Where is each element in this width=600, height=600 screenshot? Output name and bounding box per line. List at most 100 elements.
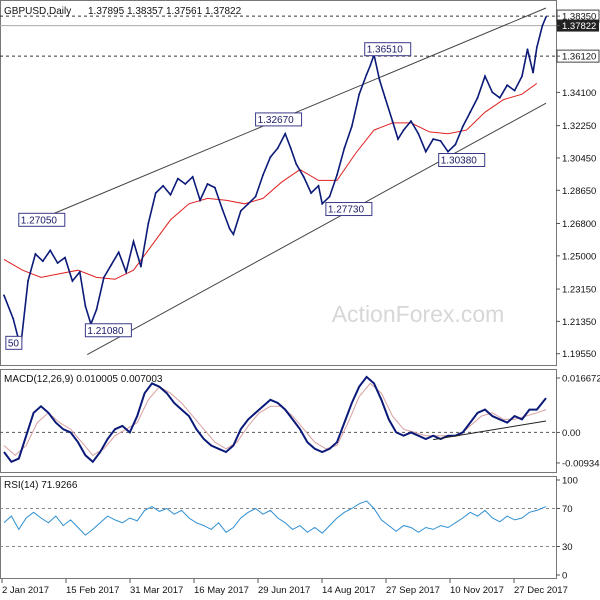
x-axis-label-1: 15 Feb 2017 xyxy=(66,585,119,596)
price-point-66 xyxy=(461,125,464,128)
price-axis-label-1: 1.37822 xyxy=(562,21,596,32)
price-point-62 xyxy=(432,138,435,141)
price-point-35 xyxy=(254,195,257,198)
price-point-65 xyxy=(454,143,457,146)
current-price-badge xyxy=(557,19,599,32)
price-annotation-label-3: 1.27730 xyxy=(328,205,365,216)
price-point-10 xyxy=(78,271,81,273)
price-point-25 xyxy=(184,183,187,185)
price-point-73 xyxy=(513,89,516,92)
price-point-40 xyxy=(289,147,292,149)
price-point-37 xyxy=(269,156,272,158)
price-point-75 xyxy=(526,48,529,51)
price-point-14 xyxy=(102,276,105,279)
price-point-49 xyxy=(350,125,353,128)
price-point-8 xyxy=(64,256,66,259)
price-point-45 xyxy=(321,202,324,205)
price-axis-label-0: 1.38350 xyxy=(562,12,596,23)
price-ohlc-high: 1.38357 xyxy=(127,6,164,17)
price-point-7 xyxy=(56,262,59,264)
x-axis-label-2: 31 Mar 2017 xyxy=(130,585,183,596)
price-axis-label-3: 1.34100 xyxy=(562,88,596,99)
price-point-54 xyxy=(378,78,381,81)
price-ohlc-close: 1.37822 xyxy=(205,6,242,17)
price-axis-label-4: 1.32250 xyxy=(562,121,596,132)
price-point-50 xyxy=(358,93,361,96)
price-annotation-box-3 xyxy=(325,202,373,217)
x-axis-label-4: 29 Jun 2017 xyxy=(258,585,310,596)
rsi-axis-label-1: 70 xyxy=(562,504,573,515)
price-line xyxy=(3,16,547,348)
price-axis-label-7: 1.26800 xyxy=(562,219,596,230)
price-annotation-label-4: 1.36510 xyxy=(367,45,404,56)
price-axis-label-2: 1.36120 xyxy=(562,52,596,63)
price-point-63 xyxy=(439,139,442,142)
price-point-71 xyxy=(498,96,501,99)
price-point-15 xyxy=(110,263,113,266)
price-point-18 xyxy=(132,240,135,243)
price-axis-label-8: 1.25000 xyxy=(562,251,596,262)
price-annotation-box-5 xyxy=(438,153,486,168)
price-annotation-label-6: 50 xyxy=(8,338,20,349)
price-point-36 xyxy=(262,174,264,176)
price-point-70 xyxy=(491,91,494,94)
price-point-56 xyxy=(391,120,394,123)
price-axis-label-10: 1.21350 xyxy=(562,317,596,328)
price-point-48 xyxy=(343,147,346,149)
price-point-44 xyxy=(317,184,320,187)
price-point-57 xyxy=(397,138,399,141)
price-point-39 xyxy=(284,132,287,135)
price-point-33 xyxy=(239,210,242,212)
price-point-60 xyxy=(417,132,420,135)
price-point-64 xyxy=(447,150,449,153)
macd-axis-label-0: 0.016672 xyxy=(562,373,600,384)
price-point-30 xyxy=(221,208,224,211)
rsi-panel xyxy=(0,476,557,579)
price-point-28 xyxy=(206,183,209,185)
price-point-58 xyxy=(402,129,405,132)
price-panel-title: GBPUSD,Daily xyxy=(4,6,71,17)
price-point-0 xyxy=(3,294,5,297)
price-axis-label-11: 1.19550 xyxy=(562,349,596,360)
price-annotation-label-5: 1.30380 xyxy=(441,156,478,167)
macd-trendline xyxy=(433,420,547,441)
price-point-21 xyxy=(154,192,157,194)
price-point-59 xyxy=(410,120,412,123)
rsi-axis-label-3: 0 xyxy=(562,571,567,582)
price-point-61 xyxy=(424,150,427,153)
price-annotation-box-6 xyxy=(5,335,23,350)
price-point-17 xyxy=(125,271,127,273)
price-point-11 xyxy=(84,305,87,308)
price-annotation-label-2: 1.32670 xyxy=(258,115,295,126)
x-axis-label-5: 14 Aug 2017 xyxy=(322,585,375,596)
moving-average-line xyxy=(3,82,538,280)
price-ohlc-open: 1.37895 xyxy=(88,6,125,17)
price-point-6 xyxy=(49,249,52,252)
price-point-4 xyxy=(34,253,37,255)
price-point-23 xyxy=(169,193,172,196)
price-point-13 xyxy=(95,308,98,311)
price-point-34 xyxy=(247,202,250,205)
price-point-9 xyxy=(71,280,74,282)
price-point-79 xyxy=(545,16,547,18)
x-axis-label-6: 27 Sep 2017 xyxy=(386,585,440,596)
price-point-55 xyxy=(384,96,386,99)
price-point-77 xyxy=(535,46,538,49)
price-point-24 xyxy=(176,177,179,180)
price-point-29 xyxy=(213,186,216,189)
price-point-32 xyxy=(232,233,235,236)
price-axis-label-6: 1.28650 xyxy=(562,186,596,197)
price-point-27 xyxy=(199,199,201,202)
rsi-panel-title: RSI(14) 71.9266 xyxy=(4,480,78,491)
rsi-axis-label-0: 100 xyxy=(562,476,578,487)
price-point-67 xyxy=(469,111,472,114)
macd-axis-label-1: 0.00 xyxy=(562,428,581,439)
price-ohlc-low: 1.37561 xyxy=(166,6,203,17)
price-annotation-box-2 xyxy=(255,112,303,127)
price-annotation-box-0 xyxy=(18,212,66,227)
x-axis-label-3: 16 May 2017 xyxy=(194,585,249,596)
price-point-19 xyxy=(139,265,142,268)
price-point-41 xyxy=(295,163,298,166)
price-point-72 xyxy=(506,84,509,87)
x-axis-label-0: 2 Jan 2017 xyxy=(2,585,49,596)
